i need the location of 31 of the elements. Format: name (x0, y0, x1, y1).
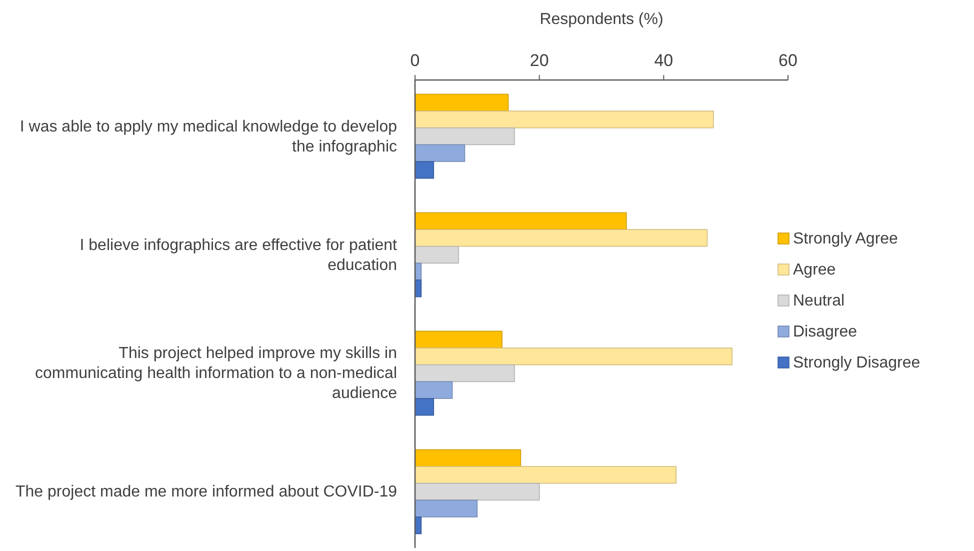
bar (414, 246, 459, 264)
legend-label: Disagree (793, 324, 858, 340)
bar (414, 94, 509, 112)
bar (414, 212, 627, 230)
bar (414, 330, 502, 348)
bar (414, 144, 466, 162)
x-tick-label: 40 (654, 51, 674, 70)
bar (414, 466, 676, 484)
bar (414, 161, 434, 179)
bar (414, 398, 434, 416)
bar (414, 110, 714, 128)
legend-label: Agree (793, 262, 836, 278)
x-axis-title: Respondents (%) (540, 11, 664, 28)
bar (414, 482, 540, 501)
x-tick-label: 20 (530, 51, 549, 70)
y-tick-label: I was able to apply my medical knowledge to develop the infographic (20, 118, 398, 156)
y-tick-label: I believe infographics are effective for patient education (80, 236, 398, 274)
legend-label: Neutral (793, 292, 845, 310)
bar (414, 500, 478, 518)
bar (414, 364, 515, 382)
legend-label: Strongly Agree (793, 230, 898, 248)
bar (414, 229, 708, 247)
y-tick-label: This project helped improve my skills in communicating health information to a non-medical audience (35, 345, 398, 402)
legend-label: Strongly Disagree (793, 354, 920, 372)
bar (414, 449, 522, 467)
bar (414, 348, 732, 366)
bar (414, 127, 515, 146)
x-tick-label: 60 (778, 51, 798, 70)
bar (414, 381, 453, 399)
y-tick-label: The project made me more informed about COVID-19 (16, 484, 398, 501)
x-tick-label: 0 (410, 51, 420, 70)
